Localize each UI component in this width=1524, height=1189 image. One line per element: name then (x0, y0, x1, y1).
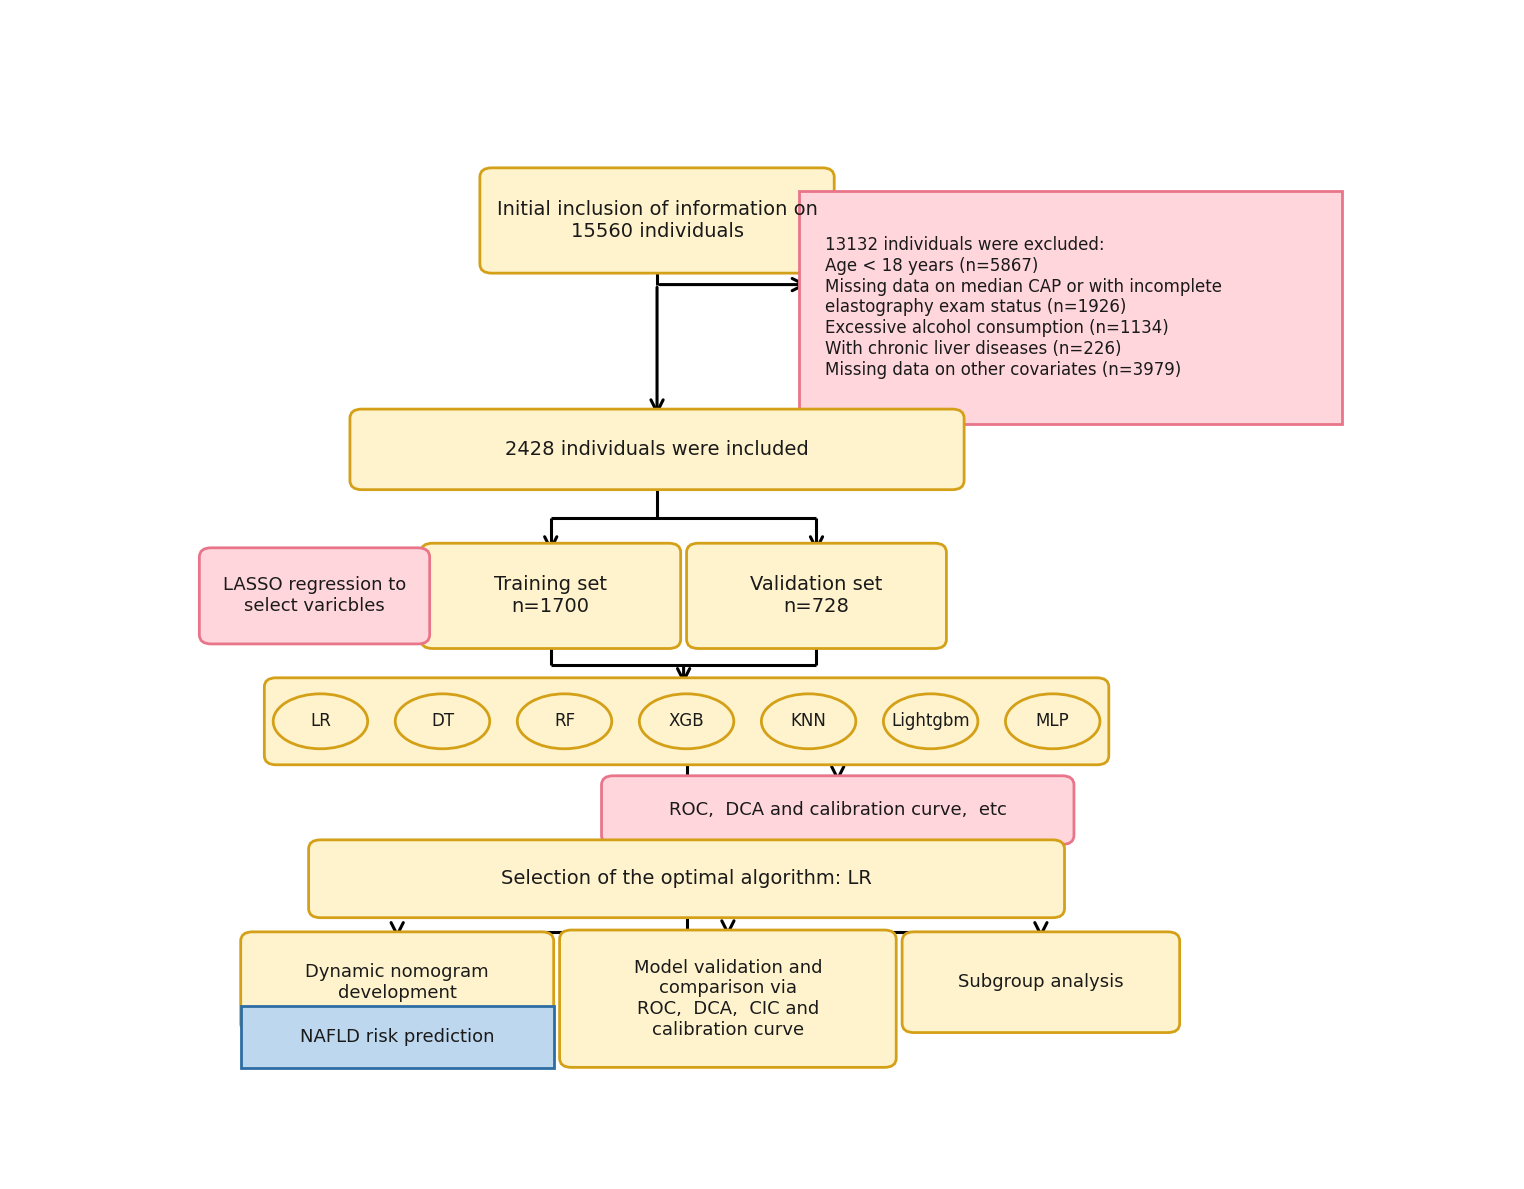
FancyBboxPatch shape (602, 775, 1074, 844)
FancyBboxPatch shape (559, 930, 896, 1068)
Text: Selection of the optimal algorithm: LR: Selection of the optimal algorithm: LR (501, 869, 872, 888)
Ellipse shape (640, 694, 735, 749)
Text: 2428 individuals were included: 2428 individuals were included (504, 440, 809, 459)
FancyBboxPatch shape (241, 1006, 553, 1068)
Text: Validation set
n=728: Validation set n=728 (750, 575, 882, 616)
Ellipse shape (762, 694, 856, 749)
Text: Subgroup analysis: Subgroup analysis (959, 974, 1123, 992)
FancyBboxPatch shape (264, 678, 1109, 765)
Ellipse shape (395, 694, 489, 749)
Text: Training set
n=1700: Training set n=1700 (494, 575, 607, 616)
FancyBboxPatch shape (351, 409, 965, 490)
Ellipse shape (273, 694, 367, 749)
FancyBboxPatch shape (799, 190, 1343, 424)
Text: ROC,  DCA and calibration curve,  etc: ROC, DCA and calibration curve, etc (669, 801, 1007, 819)
FancyBboxPatch shape (200, 548, 430, 644)
Text: KNN: KNN (791, 712, 826, 730)
Text: RF: RF (553, 712, 575, 730)
FancyBboxPatch shape (902, 932, 1180, 1032)
FancyBboxPatch shape (421, 543, 681, 648)
Ellipse shape (1006, 694, 1100, 749)
FancyBboxPatch shape (241, 932, 553, 1032)
Ellipse shape (884, 694, 978, 749)
Text: Dynamic nomogram
development: Dynamic nomogram development (305, 963, 489, 1001)
Text: LR: LR (309, 712, 331, 730)
Text: Lightgbm: Lightgbm (892, 712, 969, 730)
Text: Model validation and
comparison via
ROC,  DCA,  CIC and
calibration curve: Model validation and comparison via ROC,… (634, 958, 821, 1039)
Text: 13132 individuals were excluded:
Age < 18 years (n=5867)
Missing data on median : 13132 individuals were excluded: Age < 1… (824, 237, 1222, 379)
Ellipse shape (517, 694, 611, 749)
FancyBboxPatch shape (308, 839, 1065, 918)
Text: Initial inclusion of information on
15560 individuals: Initial inclusion of information on 1556… (497, 200, 817, 241)
Text: DT: DT (431, 712, 454, 730)
Text: NAFLD risk prediction: NAFLD risk prediction (300, 1028, 494, 1046)
Text: LASSO regression to
select varicbles: LASSO regression to select varicbles (223, 577, 405, 615)
FancyBboxPatch shape (480, 168, 834, 273)
Text: MLP: MLP (1036, 712, 1070, 730)
FancyBboxPatch shape (687, 543, 946, 648)
Text: XGB: XGB (669, 712, 704, 730)
